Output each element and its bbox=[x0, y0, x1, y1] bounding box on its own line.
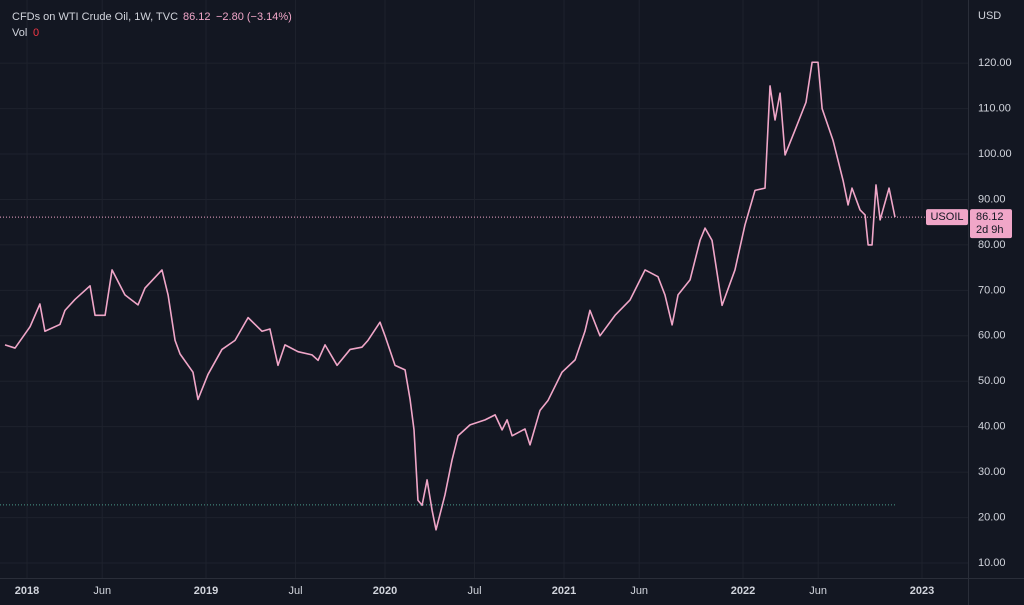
x-tick-label: 2019 bbox=[194, 585, 218, 597]
y-tick-label: 20.00 bbox=[978, 511, 1006, 523]
x-tick-label: Jun bbox=[93, 585, 111, 597]
price-badge bbox=[970, 209, 1012, 239]
legend-change: −2.80 (−3.14%) bbox=[216, 11, 292, 23]
currency: USD bbox=[978, 10, 1001, 22]
x-tick-label: 2022 bbox=[731, 585, 755, 597]
x-tick-label: 2021 bbox=[552, 585, 576, 597]
y-tick-label: 120.00 bbox=[978, 57, 1012, 69]
plot bbox=[0, 61, 968, 531]
y-tick-label: 110.00 bbox=[978, 103, 1011, 115]
symbol-label: USOIL bbox=[930, 211, 963, 223]
y-tick-label: 50.00 bbox=[978, 375, 1006, 387]
x-tick-label: Jun bbox=[630, 585, 648, 597]
legend-volume: 0 bbox=[33, 27, 39, 39]
x-tick-label: Jul bbox=[288, 585, 302, 597]
price-line bbox=[4, 61, 896, 531]
y-tick-label: 70.00 bbox=[978, 284, 1006, 296]
y-tick-label: 80.00 bbox=[978, 239, 1006, 251]
legend-title: CFDs on WTI Crude Oil, 1W, TVC bbox=[12, 11, 178, 23]
legend-volume-label: Vol bbox=[12, 27, 27, 39]
y-tick-label: 100.00 bbox=[978, 148, 1012, 160]
x-tick-label: Jun bbox=[809, 585, 827, 597]
price-label: 86.12 bbox=[976, 211, 1004, 223]
y-tick-label: 30.00 bbox=[978, 466, 1006, 478]
legend-price: 86.12 bbox=[183, 11, 211, 23]
grid bbox=[0, 0, 968, 578]
y-tick-label: 60.00 bbox=[978, 330, 1006, 342]
x-tick-label: 2020 bbox=[373, 585, 397, 597]
y-tick-label: 10.00 bbox=[978, 557, 1006, 569]
countdown-label: 2d 9h bbox=[976, 224, 1004, 236]
x-tick-label: Jul bbox=[467, 585, 481, 597]
y-tick-label: 40.00 bbox=[978, 421, 1006, 433]
x-tick-label: 2018 bbox=[15, 585, 39, 597]
y-tick-label: 90.00 bbox=[978, 193, 1006, 205]
x-tick-label: 2023 bbox=[910, 585, 934, 597]
symbol-badge bbox=[926, 209, 968, 226]
